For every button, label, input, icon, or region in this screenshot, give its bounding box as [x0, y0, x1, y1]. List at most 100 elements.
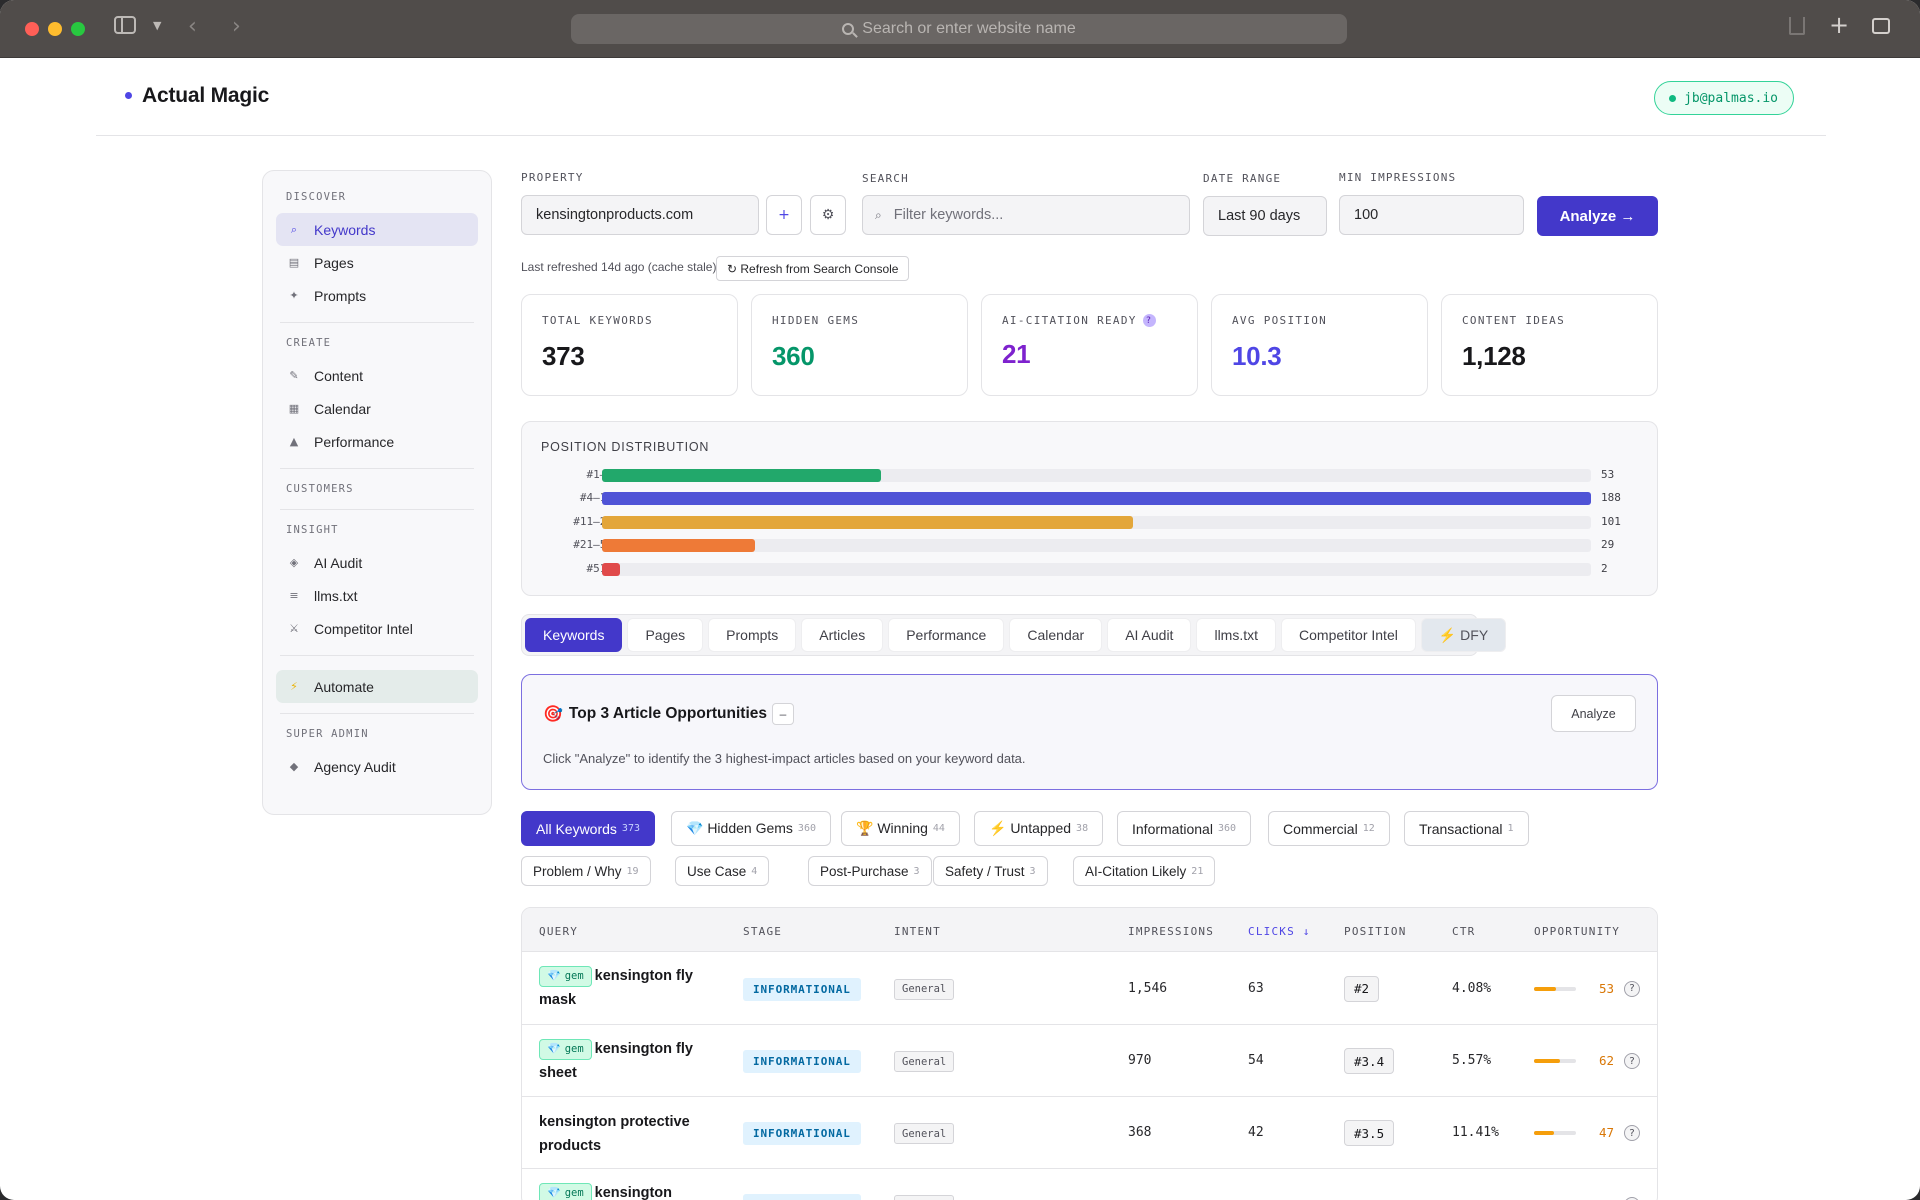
sidebar-item-pages[interactable]: ▤ Pages [276, 246, 478, 279]
user-account-pill[interactable]: jb@palmas.io [1654, 81, 1794, 115]
query-text[interactable]: kensington fly mask [539, 968, 693, 1008]
table-row[interactable]: kensington protective products INFORMATIO… [522, 1097, 1657, 1169]
help-icon[interactable]: ? [1142, 314, 1156, 327]
analyze-button[interactable]: Analyze → [1537, 196, 1658, 236]
col-stage[interactable]: STAGE [743, 925, 783, 938]
filter-chip-winning[interactable]: 🏆 Winning 44 [841, 811, 960, 846]
table-row[interactable]: 💎 gem kensington fly sheet INFORMATIONAL Gen… [522, 1025, 1657, 1097]
table-row[interactable]: 💎 gem kensington fly mask INFORMATIONAL Gene… [522, 952, 1657, 1025]
analyze-opportunities-button[interactable]: Analyze [1551, 695, 1636, 732]
filter-chip-hidden-gems[interactable]: 💎 Hidden Gems 360 [671, 811, 831, 846]
keyword-search-field[interactable]: ⌕ [862, 195, 1190, 235]
filter-chip-informational[interactable]: Informational 360 [1117, 811, 1251, 846]
chip-label: Post-Purchase [820, 863, 909, 879]
add-property-button[interactable]: + [766, 195, 802, 235]
col-impressions[interactable]: IMPRESSIONS [1128, 925, 1215, 938]
min-impressions-input[interactable]: 100 [1339, 195, 1524, 235]
opportunity-help-icon[interactable]: ? [1624, 1053, 1640, 1069]
filter-chip-use-case[interactable]: Use Case 4 [675, 856, 770, 886]
chip-count: 19 [626, 865, 639, 877]
keyword-search-input[interactable] [893, 207, 1189, 223]
table-row[interactable]: 💎gemkensingtonINFORMATIONALGeneral63? [522, 1169, 1657, 1200]
col-position[interactable]: POSITION [1344, 925, 1407, 938]
col-ctr[interactable]: CTR [1452, 925, 1476, 938]
sidebar-item-prompts[interactable]: ✦ Prompts [276, 279, 478, 312]
filter-chip-ai-citation-likely[interactable]: AI-Citation Likely 21 [1073, 856, 1216, 886]
tab-keywords[interactable]: Keywords [525, 618, 623, 652]
plus-icon: + [778, 207, 790, 223]
col-intent[interactable]: INTENT [894, 925, 941, 938]
tab-calendar[interactable]: Calendar [1009, 618, 1103, 652]
sidebar-section-title: INSIGHT [286, 524, 339, 536]
back-icon[interactable]: ‹ [188, 14, 197, 39]
chevron-down-icon[interactable]: ▼ [153, 19, 162, 32]
distribution-row: #51+ 2 [522, 562, 1659, 576]
browser-toolbar: ▼ ‹ › Search or enter website name + [0, 0, 1920, 58]
sidebar-item-label: Automate [314, 678, 374, 695]
intent-badge: General [894, 1051, 955, 1072]
sidebar-item-llms-txt[interactable]: ≡ llms.txt [276, 579, 478, 612]
sidebar-item-competitor-intel[interactable]: ⚔ Competitor Intel [276, 612, 478, 645]
query-text[interactable]: kensington fly sheet [539, 1041, 693, 1081]
query-text[interactable]: kensington [594, 1185, 673, 1200]
col-query[interactable]: QUERY [539, 925, 579, 938]
tab-ai-audit[interactable]: AI Audit [1107, 618, 1192, 652]
zoom-window-button[interactable] [71, 22, 85, 36]
bar-track [602, 516, 1591, 529]
tab-overview-icon[interactable] [1872, 18, 1890, 34]
tab-llms-txt[interactable]: llms.txt [1196, 618, 1277, 652]
gear-icon: ⚙ [821, 207, 835, 223]
bar-value: 101 [1601, 515, 1621, 528]
sidebar-divider [280, 713, 474, 714]
tab-dfy[interactable]: ⚡ DFY [1420, 618, 1507, 652]
filter-chip-transactional[interactable]: Transactional 1 [1404, 811, 1529, 846]
tab-performance[interactable]: Performance [888, 618, 1005, 652]
tab-prompts[interactable]: Prompts [708, 618, 797, 652]
filter-chip-post-purchase[interactable]: Post-Purchase 3 [808, 856, 932, 886]
new-tab-icon[interactable]: + [1829, 11, 1850, 39]
stage-badge: INFORMATIONAL [743, 1050, 861, 1073]
forward-icon[interactable]: › [232, 14, 241, 39]
filter-chip-safety-trust[interactable]: Safety / Trust 3 [933, 856, 1048, 886]
date-range-select[interactable]: Last 90 days [1203, 196, 1327, 236]
diamond-small-icon: ◆ [289, 760, 299, 773]
sidebar-item-label: Content [314, 367, 364, 384]
collapse-button[interactable]: – [772, 703, 794, 725]
query-text[interactable]: kensington protective products [539, 1114, 690, 1154]
sidebar-toggle-icon[interactable] [114, 16, 136, 34]
query-cell: 💎 gem kensington fly mask [539, 964, 719, 1012]
sidebar-item-performance[interactable]: ▲ Performance [276, 425, 478, 458]
opportunity-help-icon[interactable]: ? [1624, 1125, 1640, 1141]
minimize-window-button[interactable] [48, 22, 62, 36]
impressions-value: 1,546 [1128, 980, 1168, 996]
tab-pages[interactable]: Pages [627, 618, 704, 652]
sidebar-item-keywords[interactable]: ⌕ Keywords [276, 213, 478, 246]
sparkle-icon: ✦ [289, 289, 299, 302]
sidebar-item-label: Pages [314, 254, 354, 271]
property-select[interactable]: kensingtonproducts.com [521, 195, 759, 235]
col-clicks-sorted[interactable]: CLICKS ↓ [1248, 925, 1311, 938]
sidebar-item-automate[interactable]: ⚡ Automate [276, 670, 478, 703]
filter-chip-untapped[interactable]: ⚡ Untapped 38 [974, 811, 1104, 846]
sidebar-item-agency-audit[interactable]: ◆ Agency Audit [276, 750, 478, 783]
refresh-search-console-button[interactable]: ↻ Refresh from Search Console [716, 256, 910, 281]
share-icon[interactable] [1789, 17, 1805, 35]
sidebar-item-calendar[interactable]: ▦ Calendar [276, 392, 478, 425]
filter-chip-all-keywords[interactable]: All Keywords 373 [521, 811, 655, 846]
opportunity-help-icon[interactable]: ? [1624, 980, 1640, 997]
sidebar-item-label: llms.txt [314, 587, 358, 604]
chip-count: 360 [797, 823, 816, 834]
filter-chip-problem-why[interactable]: Problem / Why 19 [521, 856, 651, 886]
tab-competitor-intel[interactable]: Competitor Intel [1281, 618, 1416, 652]
sidebar-item-ai-audit[interactable]: ◈ AI Audit [276, 546, 478, 579]
tab-articles[interactable]: Articles [801, 618, 884, 652]
sidebar-item-content[interactable]: ✎ Content [276, 359, 478, 392]
property-settings-button[interactable]: ⚙ [810, 195, 846, 235]
filter-chip-commercial[interactable]: Commercial 12 [1268, 811, 1390, 846]
brand-title: Actual Magic [142, 84, 270, 107]
gem-icon: 💎 [547, 1042, 561, 1055]
address-bar[interactable]: Search or enter website name [571, 14, 1347, 44]
col-opportunity[interactable]: OPPORTUNITY [1534, 925, 1621, 938]
sidebar-section-title: SUPER ADMIN [286, 728, 369, 740]
close-window-button[interactable] [25, 22, 39, 36]
